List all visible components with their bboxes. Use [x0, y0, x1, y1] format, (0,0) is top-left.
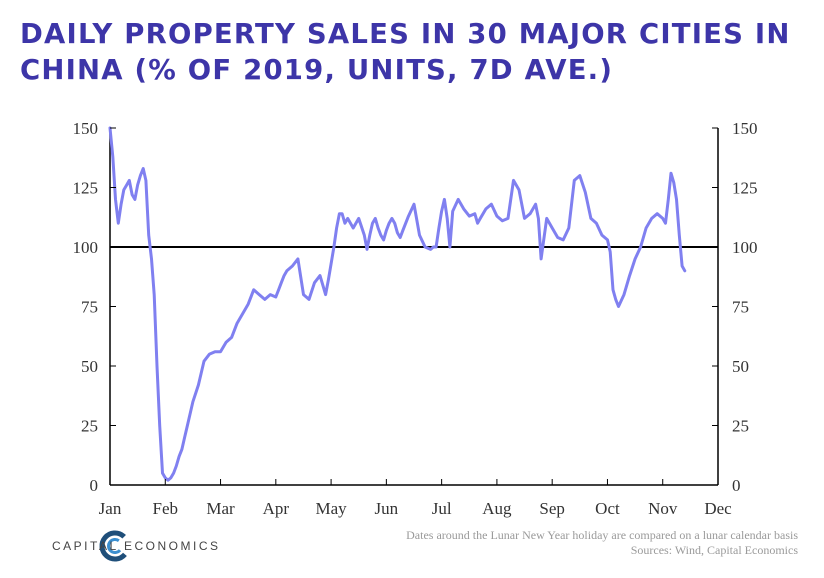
y-tick-label-right: 50 [732, 357, 749, 376]
y-tick-label-right: 25 [732, 417, 749, 436]
y-tick-label-right: 75 [732, 298, 749, 317]
x-tick-label: Sep [539, 499, 565, 518]
x-tick-label: Jun [375, 499, 399, 518]
footnote-sources: Sources: Wind, Capital Economics [630, 543, 798, 557]
y-tick-label-right: 125 [732, 179, 758, 198]
y-axis-left: 0 25 50 75 100 125 150 [73, 119, 116, 495]
x-tick-label: Nov [648, 499, 678, 518]
series-layer [108, 126, 687, 482]
x-tick-label: Oct [595, 499, 620, 518]
x-axis: Jan Feb Mar Apr May Jun Jul Aug Sep Oct Nov Dec [99, 479, 732, 518]
plot-frame [109, 128, 719, 486]
footnote-note: Dates around the Lunar New Year holiday … [406, 528, 798, 542]
x-tick-label: May [316, 499, 348, 518]
x-tick-label: Aug [482, 499, 512, 518]
y-tick-label-right: 0 [732, 476, 741, 495]
x-tick-label: Jan [99, 499, 122, 518]
y-axis-right: 0 25 50 75 100 125 150 [712, 119, 758, 495]
y-tick-label-left: 50 [81, 357, 98, 376]
chart-title: DAILY PROPERTY SALES IN 30 MAJOR CITIES … [20, 18, 791, 86]
y-tick-label-left: 0 [90, 476, 99, 495]
y-tick-label-left: 75 [81, 298, 98, 317]
x-tick-label: Apr [263, 499, 290, 518]
y-tick-label-left: 150 [73, 119, 99, 138]
x-tick-label: Feb [153, 499, 179, 518]
y-tick-label-right: 150 [732, 119, 758, 138]
x-tick-label: Dec [704, 499, 732, 518]
capital-economics-logo-icon [99, 530, 131, 562]
footnote: Dates around the Lunar New Year holiday … [406, 528, 798, 558]
y-tick-label-left: 100 [73, 238, 99, 257]
y-tick-label-left: 125 [73, 179, 99, 198]
x-tick-label: Mar [206, 499, 235, 518]
series-line-0 [108, 126, 687, 482]
y-tick-label-right: 100 [732, 238, 758, 257]
y-tick-label-left: 25 [81, 417, 98, 436]
x-tick-label: Jul [432, 499, 452, 518]
brand-name: CAPITAL ECONOMICS [52, 539, 221, 553]
